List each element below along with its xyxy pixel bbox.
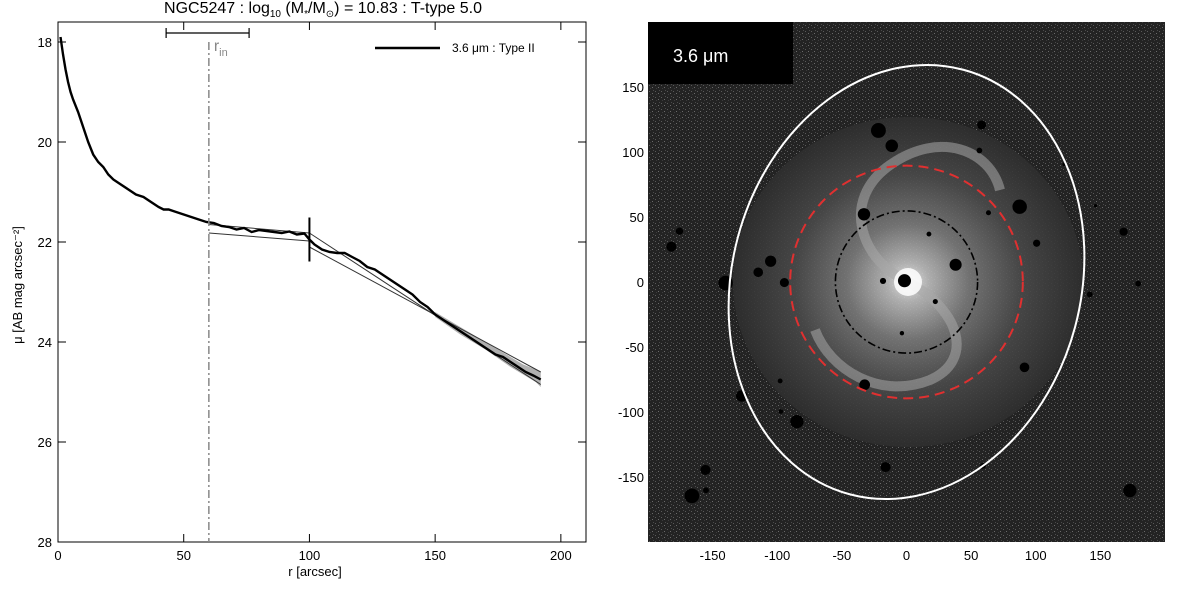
masked-star xyxy=(899,330,905,336)
masked-star xyxy=(684,488,700,504)
masked-star xyxy=(753,267,764,278)
profile-series-line xyxy=(59,36,542,381)
image-x-tick-label: 0 xyxy=(903,548,910,563)
masked-star xyxy=(1093,204,1098,208)
masked-star xyxy=(703,487,709,494)
x-tick-label: 50 xyxy=(176,548,190,563)
band-label: 3.6 μm xyxy=(673,46,728,66)
y-tick-label: 28 xyxy=(38,535,52,550)
image-x-tick-label: -150 xyxy=(700,548,726,563)
masked-star xyxy=(926,231,932,237)
image-x-tick-label: -50 xyxy=(832,548,851,563)
image-x-tick-label: 150 xyxy=(1090,548,1112,563)
masked-star xyxy=(879,277,887,284)
y-axis-label: μ [AB mag arcsec⁻²] xyxy=(10,226,25,344)
image-y-tick-label: -50 xyxy=(625,340,644,355)
legend-label: 3.6 μm : Type II xyxy=(452,41,535,55)
masked-star xyxy=(932,298,938,305)
break-ellipse xyxy=(789,164,1024,400)
x-axis: 0 50 100 150 200 xyxy=(54,22,572,563)
masked-star xyxy=(666,241,677,252)
fit-line xyxy=(309,232,542,385)
spiral-arm-1 xyxy=(855,142,1005,287)
masked-star xyxy=(790,415,804,429)
masked-star xyxy=(880,462,891,473)
image-x-axis: -150 -100 -50 0 50 100 150 xyxy=(700,548,1112,563)
masked-star xyxy=(765,255,777,267)
image-x-tick-label: 50 xyxy=(964,548,978,563)
y-tick-label: 26 xyxy=(38,435,52,450)
masked-star xyxy=(859,379,871,391)
spiral-arm-2 xyxy=(810,277,962,392)
x-tick-label: 200 xyxy=(550,548,572,563)
image-x-tick-label: 100 xyxy=(1025,548,1047,563)
y-tick-label: 24 xyxy=(38,335,52,350)
masked-star xyxy=(1019,362,1030,373)
x-tick-label: 100 xyxy=(299,548,321,563)
masked-star xyxy=(885,139,899,153)
masked-star xyxy=(870,123,886,138)
image-y-tick-label: 150 xyxy=(622,80,644,95)
masked-star xyxy=(1086,291,1093,298)
masked-star xyxy=(897,274,912,288)
chart-title: NGC5247 : log10 (M*/M⊙) = 10.83 : T-type… xyxy=(164,0,482,21)
plot-frame xyxy=(57,21,587,543)
masked-corner xyxy=(648,22,793,84)
image-y-tick-label: 50 xyxy=(630,210,644,225)
y-tick-label: 22 xyxy=(38,235,52,250)
r-in-errorbar xyxy=(165,28,250,38)
masked-star xyxy=(778,409,784,414)
image-x-tick-label: -100 xyxy=(764,548,790,563)
fit-line xyxy=(208,232,310,242)
x-axis-label: r [arcsec] xyxy=(288,564,341,579)
y-tick-label: 18 xyxy=(38,35,52,50)
masked-star xyxy=(1119,227,1128,236)
image-y-tick-label: -100 xyxy=(618,405,644,420)
y-tick-label: 20 xyxy=(38,135,52,150)
image-y-axis: 150 100 50 0 -50 -100 -150 xyxy=(618,80,644,485)
r-in-label: rin xyxy=(214,38,228,59)
outer-ellipse xyxy=(727,64,1086,500)
masked-star xyxy=(1012,199,1027,214)
x-tick-label: 150 xyxy=(424,548,446,563)
fit-line xyxy=(309,246,541,373)
x-tick-label: 0 xyxy=(54,548,61,563)
inner-ellipse xyxy=(834,210,979,354)
image-y-tick-label: -150 xyxy=(618,470,644,485)
masked-star xyxy=(985,210,992,216)
y-axis: 18 20 22 24 26 28 xyxy=(38,35,586,550)
masked-star xyxy=(949,258,962,271)
masked-star xyxy=(777,378,783,384)
image-y-tick-label: 0 xyxy=(637,275,644,290)
masked-star xyxy=(977,120,987,130)
masked-star xyxy=(1033,239,1041,247)
masked-star xyxy=(779,278,789,288)
masked-star xyxy=(700,464,711,475)
masked-star xyxy=(1135,280,1142,287)
masked-star xyxy=(857,208,871,221)
masked-star xyxy=(1123,483,1137,498)
image-y-tick-label: 100 xyxy=(622,145,644,160)
masked-star xyxy=(675,227,684,235)
masked-star xyxy=(976,147,983,154)
